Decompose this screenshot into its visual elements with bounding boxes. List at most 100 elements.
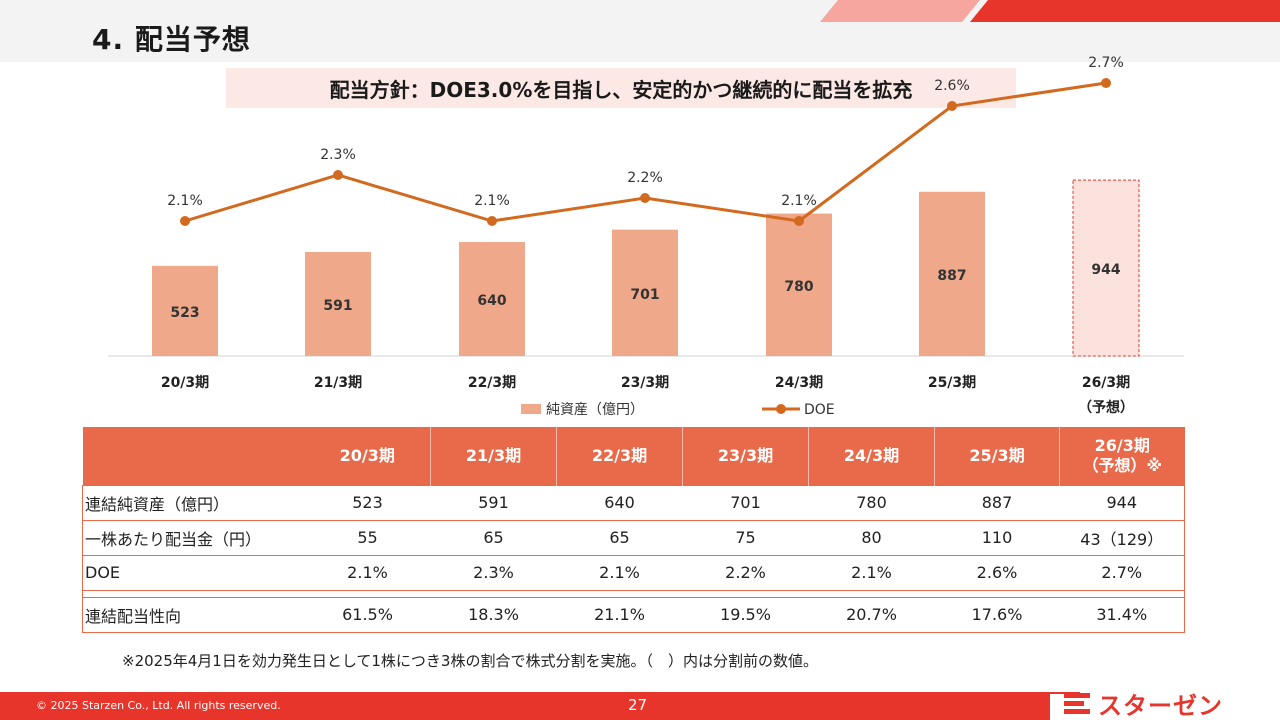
- table-row: 一株あたり配当金（円） 55 65 65 75 80 110 43（129）: [82, 520, 1185, 556]
- forecast-header-line2: （予想）※: [1082, 455, 1163, 475]
- doe-point: [487, 216, 497, 226]
- row-label: DOE: [82, 555, 305, 591]
- footer-band: [0, 694, 1050, 720]
- bar-value-label: 523: [170, 305, 199, 321]
- table-header-cell-forecast: 26/3期 （予想）※: [1059, 427, 1185, 485]
- table-cell: 2.3%: [430, 555, 557, 591]
- bar: [459, 242, 525, 356]
- page-title: 4. 配当予想: [92, 23, 251, 56]
- x-tick-label: 22/3期: [468, 375, 516, 391]
- bar: [766, 213, 832, 356]
- doe-point: [333, 170, 343, 180]
- policy-text: 配当方針：DOE3.0%を目指し、安定的かつ継続的に配当を拡充: [329, 77, 913, 102]
- table-row: DOE 2.1% 2.3% 2.1% 2.2% 2.1% 2.6% 2.7%: [82, 555, 1185, 591]
- footnote: ※2025年4月1日を効力発生日として1株につき3株の割合で株式分割を実施。（ …: [122, 652, 818, 670]
- page-number: 27: [628, 696, 648, 714]
- doe-point: [794, 216, 804, 226]
- table-cell: 2.1%: [808, 555, 935, 591]
- doe-value-label: 2.3%: [320, 147, 356, 163]
- bar: [152, 265, 218, 356]
- bar-value-label: 887: [937, 268, 966, 284]
- table-header-cell: 20/3期: [304, 427, 431, 485]
- x-tick-label: 24/3期: [775, 375, 823, 391]
- table-cell: 55: [304, 520, 431, 556]
- bar-value-label: 944: [1091, 262, 1120, 278]
- table-cell: 75: [682, 520, 809, 556]
- table-header-blank: [82, 427, 305, 485]
- doe-value-label: 2.7%: [1088, 55, 1124, 71]
- table-header-cell: 25/3期: [934, 427, 1060, 485]
- table-cell: 2.2%: [682, 555, 809, 591]
- x-tick-label: 23/3期: [621, 375, 669, 391]
- table-cell: 65: [556, 520, 683, 556]
- table-cell: 2.6%: [934, 555, 1060, 591]
- table-cell: 2.7%: [1059, 555, 1185, 591]
- table-header-row: 20/3期 21/3期 22/3期 23/3期 24/3期 25/3期 26/3…: [82, 427, 1185, 485]
- row-label: 連結純資産（億円）: [82, 484, 305, 521]
- bar: [305, 252, 371, 356]
- table-cell: 65: [430, 520, 557, 556]
- table-cell: 19.5%: [682, 596, 809, 633]
- logo-mark-icon: [1064, 691, 1094, 717]
- table-cell: 17.6%: [934, 596, 1060, 633]
- table-spacer: [82, 590, 1185, 598]
- table-cell: 2.1%: [304, 555, 431, 591]
- table-cell: 80: [808, 520, 935, 556]
- table-cell: 21.1%: [556, 596, 683, 633]
- doe-value-label: 2.2%: [627, 170, 663, 186]
- bar: [919, 191, 985, 356]
- company-logo: スターゼン: [1064, 686, 1223, 720]
- legend-swatch-bar: [521, 404, 541, 414]
- doe-point: [1101, 78, 1111, 88]
- doe-point: [947, 101, 957, 111]
- x-tick-label: 26/3期: [1082, 375, 1130, 391]
- table-cell: 887: [934, 484, 1060, 521]
- policy-banner: 配当方針：DOE3.0%を目指し、安定的かつ継続的に配当を拡充: [226, 68, 1016, 108]
- x-tick-label: 21/3期: [314, 375, 362, 391]
- table-cell: 31.4%: [1059, 596, 1185, 633]
- legend-swatch-point: [776, 404, 786, 414]
- table-cell: 20.7%: [808, 596, 935, 633]
- table-cell: 2.1%: [556, 555, 683, 591]
- doe-value-label: 2.1%: [167, 193, 203, 209]
- header-decoration: [820, 0, 1280, 22]
- table-cell: 591: [430, 484, 557, 521]
- table-cell: 523: [304, 484, 431, 521]
- footer-line: [0, 692, 1080, 694]
- bar-value-label: 780: [784, 279, 813, 295]
- table-cell: 780: [808, 484, 935, 521]
- bar-value-label: 640: [477, 293, 506, 309]
- doe-value-label: 2.1%: [781, 193, 817, 209]
- table-cell: 61.5%: [304, 596, 431, 633]
- bar: [1072, 179, 1140, 357]
- table-cell: 18.3%: [430, 596, 557, 633]
- table-cell: 944: [1059, 484, 1185, 521]
- row-label: 連結配当性向: [82, 596, 305, 633]
- table-header-cell: 22/3期: [556, 427, 683, 485]
- bar-value-label: 591: [323, 298, 352, 314]
- table-header-cell: 23/3期: [682, 427, 809, 485]
- doe-value-label: 2.1%: [474, 193, 510, 209]
- x-tick-label: 20/3期: [161, 375, 209, 391]
- bar: [612, 229, 678, 356]
- doe-value-label: 2.6%: [934, 78, 970, 94]
- data-table: 20/3期 21/3期 22/3期 23/3期 24/3期 25/3期 26/3…: [82, 427, 1185, 633]
- legend-label-line: DOE: [804, 402, 835, 418]
- table-cell: 701: [682, 484, 809, 521]
- table-cell: 43（129）: [1059, 520, 1185, 556]
- table-header-cell: 21/3期: [430, 427, 557, 485]
- table-header-cell: 24/3期: [808, 427, 935, 485]
- x-tick-sublabel: （予想）: [1078, 399, 1134, 416]
- forecast-header-line1: 26/3期: [1094, 435, 1150, 455]
- x-tick-label: 25/3期: [928, 375, 976, 391]
- row-label: 一株あたり配当金（円）: [82, 520, 305, 556]
- combo-chart: 523 591 640 701 780 887 944 2.1% 2.3% 2.1% 2.2% 2.1…: [108, 55, 1184, 418]
- table-cell: 110: [934, 520, 1060, 556]
- bar-value-label: 701: [630, 287, 659, 303]
- legend-label-bar: 純資産（億円）: [546, 402, 644, 418]
- logo-text: スターゼン: [1098, 692, 1223, 720]
- table-row: 連結配当性向 61.5% 18.3% 21.1% 19.5% 20.7% 17.…: [82, 596, 1185, 633]
- doe-point: [640, 193, 650, 203]
- copyright: © 2025 Starzen Co., Ltd. All rights rese…: [36, 699, 281, 712]
- table-row: 連結純資産（億円） 523 591 640 701 780 887 944: [82, 484, 1185, 521]
